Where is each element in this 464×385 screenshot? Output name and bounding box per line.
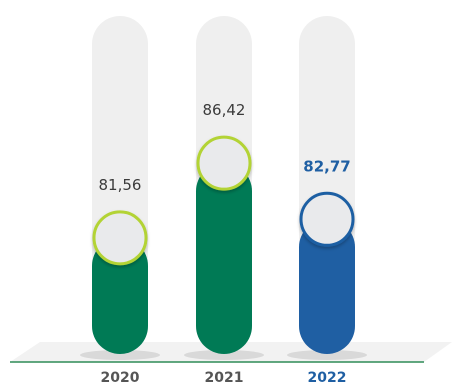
bar-2021	[196, 163, 252, 354]
x-tick-label-2021: 2021	[205, 370, 244, 385]
bar-knob-2020	[92, 210, 148, 266]
bars-group	[80, 16, 367, 360]
bar-knob-2022	[299, 191, 355, 247]
x-tick-label-2022: 2022	[308, 370, 347, 385]
bar-knob-2021	[196, 135, 252, 191]
data-label-2022: 82,77	[303, 157, 350, 175]
bar-2022	[299, 219, 355, 354]
labels-group: 81,56 2020 86,42 2021 82,77 2022	[99, 101, 351, 385]
data-label-2021: 86,42	[203, 101, 246, 119]
data-label-2020: 81,56	[99, 176, 142, 194]
bar-shadow	[184, 350, 264, 360]
bar-shadow	[287, 350, 367, 360]
x-tick-label-2020: 2020	[101, 370, 140, 385]
bar-shadow	[80, 350, 160, 360]
bar-2020	[92, 237, 148, 354]
